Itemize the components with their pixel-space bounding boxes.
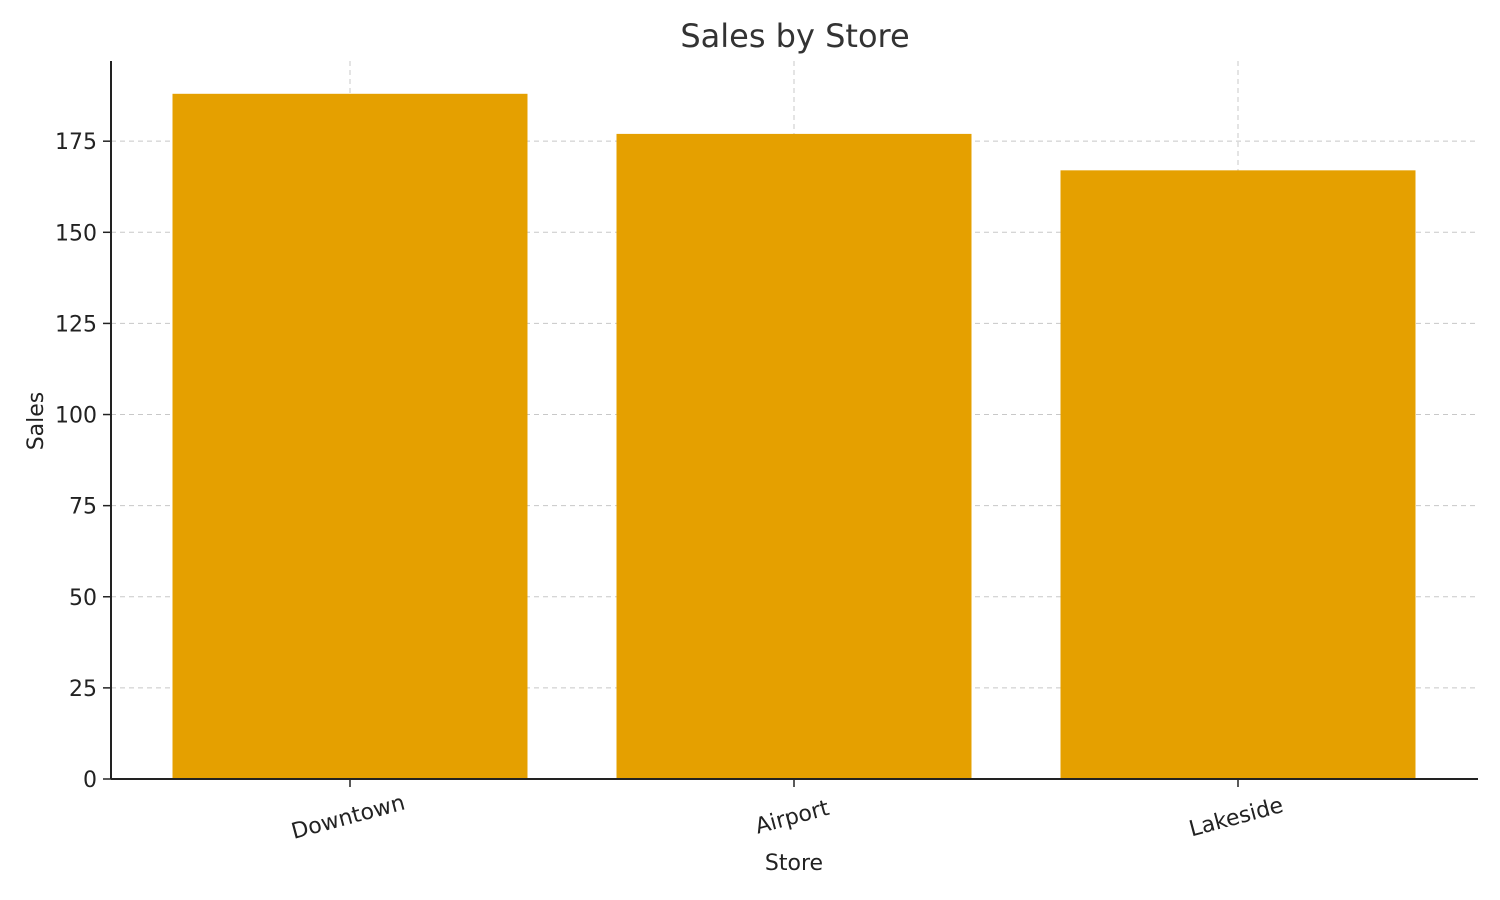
x-tick-label: Downtown (289, 791, 408, 845)
y-tick-label: 50 (69, 586, 97, 611)
bar-airport (616, 133, 972, 779)
y-tick-label: 175 (55, 130, 97, 155)
chart-title: Sales by Store (680, 17, 909, 55)
bar-downtown (172, 93, 528, 780)
y-tick-label: 125 (55, 312, 97, 337)
y-axis-label: Sales (24, 392, 49, 451)
x-ticks: Downtown Airport Lakeside (289, 779, 1286, 845)
y-tick-label: 0 (83, 768, 97, 793)
y-tick-label: 150 (55, 221, 97, 246)
x-axis-label: Store (765, 851, 823, 876)
y-tick-label: 100 (55, 404, 97, 429)
y-tick-label: 25 (69, 677, 97, 702)
x-tick-label: Lakeside (1187, 793, 1287, 842)
x-tick-label: Airport (753, 796, 833, 840)
bars (172, 93, 1416, 780)
bar-lakeside (1060, 170, 1416, 780)
y-ticks: 0 25 50 75 100 125 150 175 (55, 130, 111, 793)
y-tick-label: 75 (69, 495, 97, 520)
